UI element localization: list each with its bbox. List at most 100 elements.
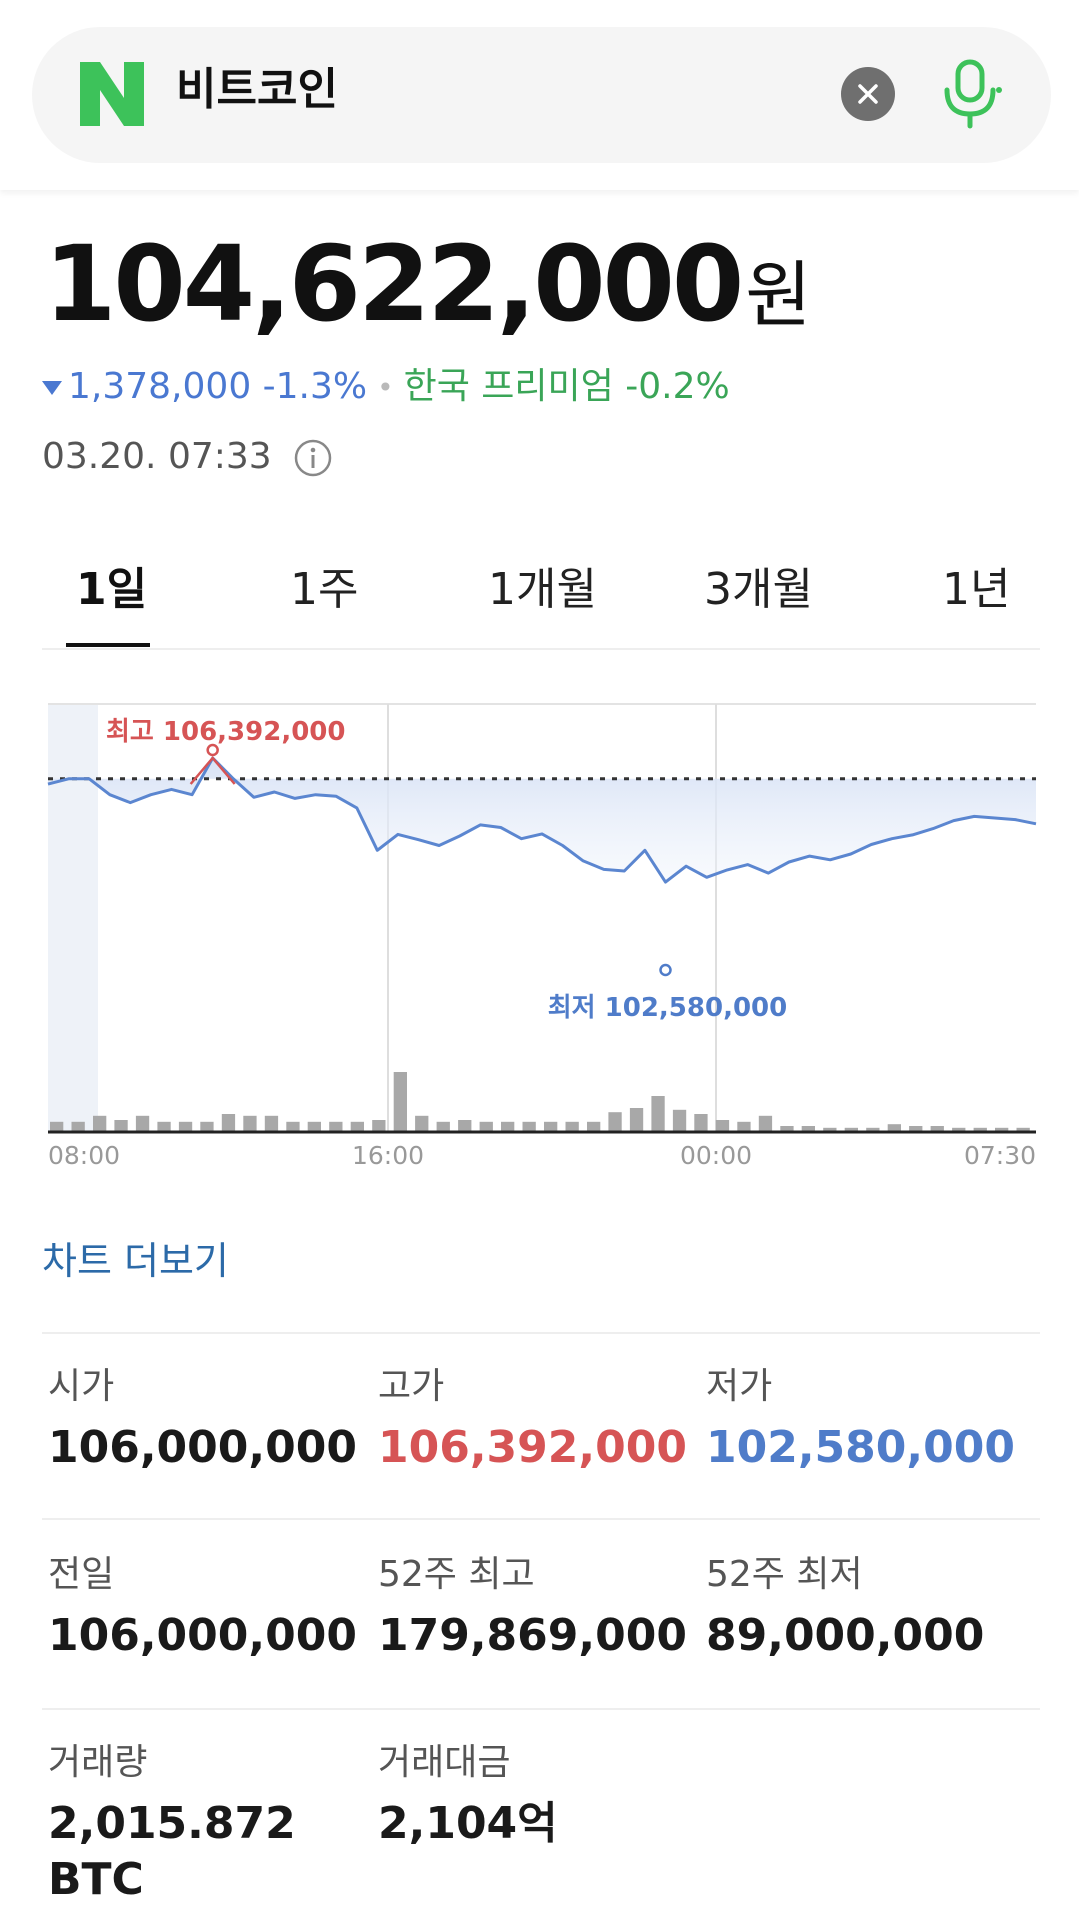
volume-bar: [780, 1126, 794, 1132]
volume-bar: [952, 1127, 966, 1132]
volume-bar: [909, 1126, 923, 1132]
volume-bar: [50, 1121, 64, 1132]
stat-high: 고가 106,392,000: [378, 1364, 687, 1476]
volume-bar: [329, 1121, 343, 1132]
stat-prev-close: 전일 106,000,000: [48, 1552, 357, 1664]
volume-bar: [587, 1121, 601, 1132]
stat-52w-low: 52주 최저 89,000,000: [706, 1552, 984, 1664]
price-chart-svg: 최고 106,392,000 최저 102,580,000 08:00 16:0…: [47, 703, 1037, 1170]
high-marker: 최고 106,392,000: [106, 717, 345, 785]
price-unit: 원: [745, 253, 812, 337]
volume-bar: [866, 1127, 880, 1132]
volume-bar: [157, 1121, 171, 1132]
volume-bar: [436, 1121, 450, 1132]
volume-bar: [737, 1121, 751, 1132]
x-tick-0730: 07:30: [964, 1141, 1036, 1170]
search-query[interactable]: 비트코인: [176, 64, 338, 115]
volume-bar: [995, 1127, 1009, 1132]
chart-shaded-region: [48, 704, 98, 1132]
volume-bar: [71, 1121, 85, 1132]
tab-1day[interactable]: 1일: [76, 564, 148, 615]
microphone-icon[interactable]: [935, 58, 1005, 130]
volume-bar: [93, 1115, 107, 1132]
search-bar[interactable]: 비트코인: [32, 27, 1051, 163]
volume-bar: [372, 1120, 386, 1132]
low-marker: 최저 102,580,000: [548, 963, 787, 1023]
close-icon: [858, 84, 878, 104]
volume-bar: [350, 1121, 364, 1132]
volume-bar: [178, 1121, 193, 1132]
stat-label: 거래대금: [378, 1742, 511, 1783]
volume-bar: [522, 1121, 536, 1132]
tab-1year[interactable]: 1년: [942, 564, 1011, 615]
down-arrow-icon: [42, 381, 62, 395]
volume-bar: [844, 1127, 858, 1132]
stat-label: 저가: [706, 1366, 773, 1407]
volume-bar: [973, 1127, 987, 1132]
divider: [42, 1518, 1040, 1520]
more-chart-link[interactable]: 차트 더보기: [42, 1239, 229, 1283]
volume-bar: [544, 1121, 558, 1132]
x-tick-1600: 16:00: [352, 1141, 424, 1170]
stat-value: 102,580,000: [706, 1422, 1015, 1473]
price-area: [48, 758, 1036, 883]
stat-label: 52주 최저: [706, 1554, 863, 1595]
volume-bar: [715, 1120, 730, 1132]
volume-bar: [887, 1124, 901, 1132]
stat-value: 106,000,000: [48, 1610, 357, 1661]
high-caret: [189, 756, 236, 785]
volume-bar: [823, 1127, 837, 1132]
stat-open: 시가 106,000,000: [48, 1364, 357, 1476]
stat-label: 52주 최고: [378, 1554, 535, 1595]
volume-bar: [629, 1108, 644, 1132]
volume-bar: [758, 1115, 773, 1132]
volume-bar: [307, 1121, 321, 1132]
low-point: [659, 963, 672, 977]
volume-bar: [930, 1126, 944, 1132]
volume-bar: [651, 1096, 665, 1132]
tab-1month[interactable]: 1개월: [488, 564, 597, 615]
korea-premium: 한국 프리미엄 -0.2%: [403, 366, 730, 407]
volume-bars: [50, 1072, 1030, 1132]
volume-bar: [672, 1109, 687, 1132]
clear-search-button[interactable]: [841, 67, 895, 121]
timestamp-row: 03.20. 07:33: [42, 434, 333, 480]
volume-bar: [694, 1114, 708, 1132]
volume-bar: [608, 1112, 622, 1132]
volume-bar: [135, 1115, 150, 1132]
high-point: [206, 743, 219, 757]
tab-1week[interactable]: 1주: [290, 564, 359, 615]
stat-value-unit: BTC: [48, 1854, 144, 1905]
stat-low: 저가 102,580,000: [706, 1364, 1015, 1476]
divider: [42, 1332, 1040, 1334]
price-chart[interactable]: 최고 106,392,000 최저 102,580,000 08:00 16:0…: [42, 700, 1040, 1180]
info-icon[interactable]: [293, 438, 333, 478]
volume-bar: [114, 1120, 128, 1132]
volume-bar: [458, 1120, 472, 1132]
stat-turnover: 거래대금 2,104억: [378, 1740, 558, 1852]
x-tick-0800: 08:00: [48, 1141, 120, 1170]
volume-bar: [415, 1115, 429, 1132]
divider: [42, 1708, 1040, 1710]
stat-52w-high: 52주 최고 179,869,000: [378, 1552, 687, 1664]
current-price: 104,622,000원: [44, 224, 812, 375]
price-amount: 104,622,000: [44, 223, 744, 345]
tab-3months[interactable]: 3개월: [704, 564, 813, 615]
volume-bar: [565, 1121, 579, 1132]
stat-value-number: 2,015.872: [48, 1798, 296, 1849]
price-change: 1,378,000 -1.3%: [68, 366, 368, 407]
price-change-row: 1,378,000 -1.3% • 한국 프리미엄 -0.2%: [42, 364, 730, 411]
x-tick-0000: 00:00: [680, 1141, 752, 1170]
active-tab-indicator: [66, 643, 150, 647]
stat-value: 179,869,000: [378, 1610, 687, 1661]
stat-value: 2,015.872 BTC: [48, 1796, 296, 1908]
naver-logo-icon: [76, 58, 148, 130]
stat-label: 시가: [48, 1366, 115, 1407]
stat-volume: 거래량 2,015.872 BTC: [48, 1740, 296, 1908]
stat-value: 106,392,000: [378, 1422, 687, 1473]
volume-bar: [286, 1121, 300, 1132]
volume-bar: [501, 1121, 515, 1132]
volume-bar: [221, 1114, 236, 1132]
volume-bar: [393, 1072, 407, 1132]
search-header: 비트코인: [0, 0, 1079, 190]
